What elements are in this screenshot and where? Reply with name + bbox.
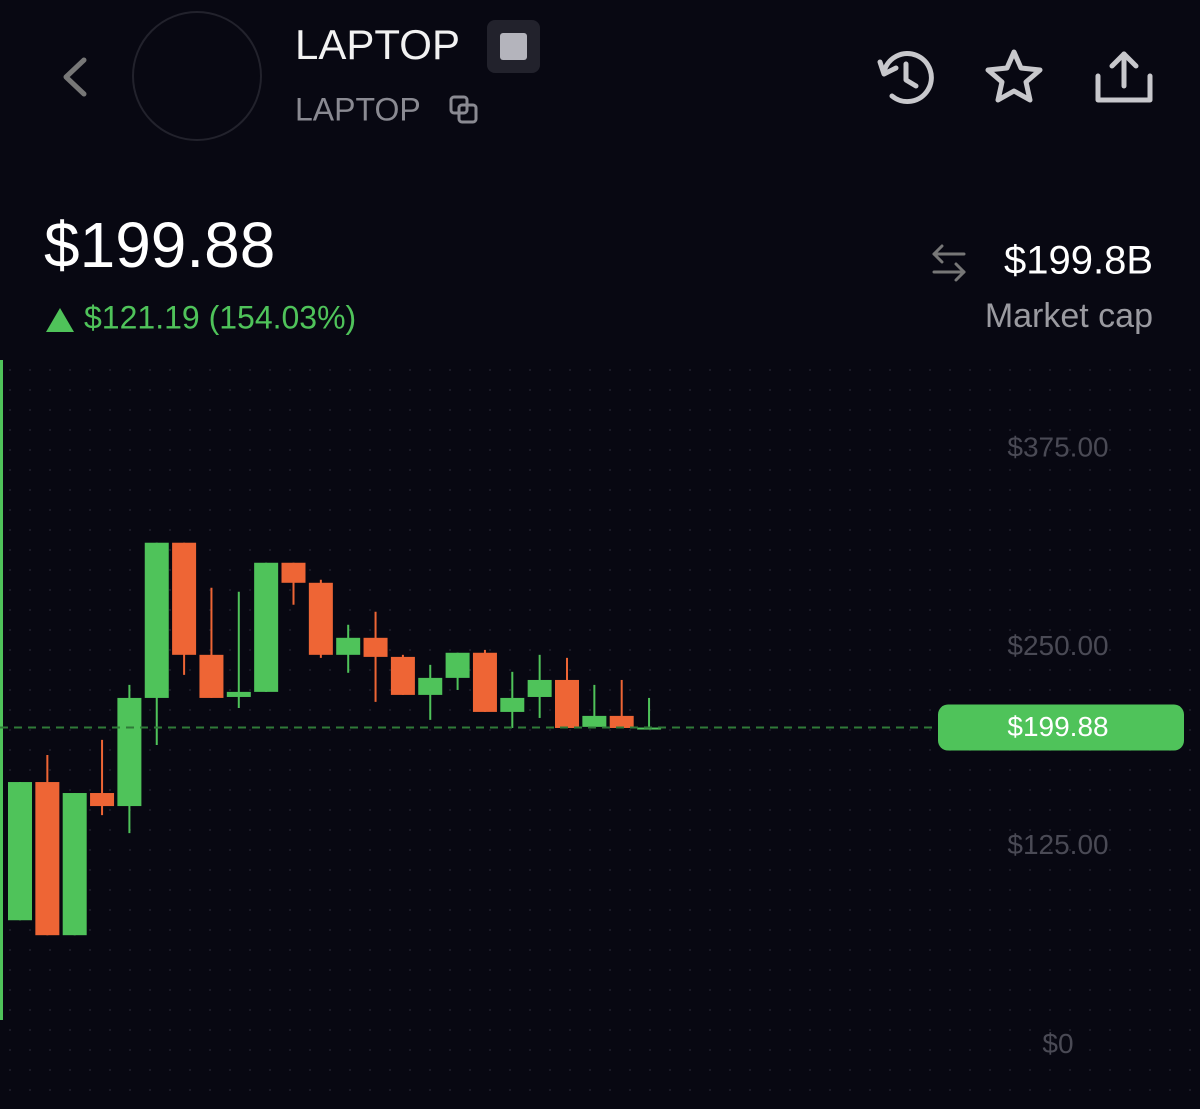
candle-body <box>527 679 552 697</box>
candle-body <box>308 582 333 655</box>
share-button[interactable] <box>1095 51 1153 103</box>
y-tick-label: $375.00 <box>1007 431 1108 462</box>
candle-body <box>254 562 279 692</box>
avatar <box>132 11 262 141</box>
candle-body <box>418 677 443 695</box>
candle-body <box>582 715 607 727</box>
candle-body <box>117 697 142 807</box>
candle-body <box>609 715 634 728</box>
y-tick-label: $0 <box>1042 1028 1073 1059</box>
badge-square <box>500 33 527 60</box>
candle-body <box>555 679 579 728</box>
candle-body <box>62 793 87 936</box>
token-subtitle: LAPTOP <box>295 91 421 127</box>
candle-body <box>281 562 306 583</box>
candle-body <box>35 782 60 936</box>
up-arrow <box>46 308 74 332</box>
edge-line <box>0 360 3 1020</box>
candle-body <box>90 793 115 807</box>
current-price-label: $199.88 <box>1007 711 1108 742</box>
candle-body <box>500 697 525 712</box>
candle-body <box>445 652 470 678</box>
copy-button[interactable] <box>449 95 478 124</box>
favorite-button[interactable] <box>985 49 1043 103</box>
candle-body <box>226 691 251 697</box>
market-cap-value: $199.8B <box>1004 239 1153 283</box>
back-button[interactable] <box>63 57 87 97</box>
candle-body <box>363 637 388 657</box>
candle-body <box>144 542 169 698</box>
y-tick-label: $250.00 <box>1007 630 1108 661</box>
token-title: LAPTOP <box>295 21 460 68</box>
candle-body <box>336 637 361 655</box>
candle-body <box>390 656 415 695</box>
swap-icon <box>932 244 966 282</box>
price: $199.88 <box>44 209 275 281</box>
candle-body <box>472 652 497 712</box>
candle-body <box>172 542 197 655</box>
current-price-badge <box>938 704 1184 751</box>
candle-body <box>199 654 224 698</box>
market-cap-label: Market cap <box>985 297 1153 335</box>
y-tick-label: $125.00 <box>1007 829 1108 860</box>
candle-body <box>8 782 32 921</box>
price-change: $121.19 (154.03%) <box>84 299 356 335</box>
history-button[interactable] <box>877 51 934 105</box>
